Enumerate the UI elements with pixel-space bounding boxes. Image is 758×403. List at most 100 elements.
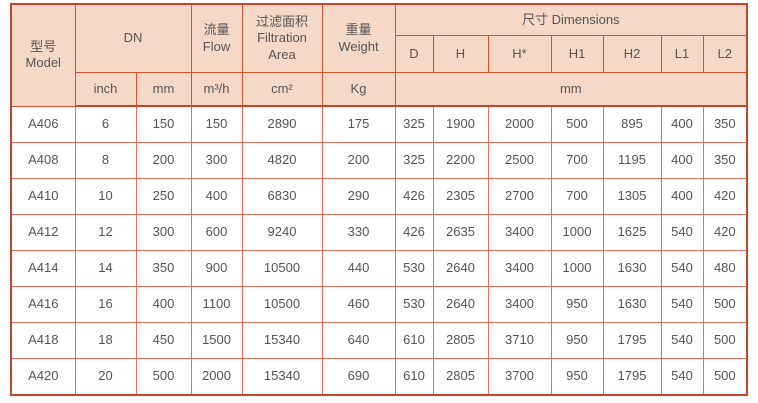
cell-dim: 2640 <box>432 286 489 323</box>
cell-dim: 420 <box>702 214 749 251</box>
cell-dim: 2305 <box>432 178 489 215</box>
cell-inch: 6 <box>74 105 137 143</box>
cell-weight: 330 <box>321 214 396 251</box>
cell-dim: 540 <box>660 286 704 323</box>
cell-dim: 400 <box>660 105 704 143</box>
cell-weight: 290 <box>321 178 396 215</box>
cell-dim: 1000 <box>550 250 604 287</box>
spec-table: 型号 Model DN 流量 Flow 过滤面积 Filtration Area… <box>10 3 749 396</box>
header-flow-zh: 流量 <box>203 22 230 38</box>
cell-weight: 440 <box>321 250 396 287</box>
cell-dim: 3700 <box>487 358 552 396</box>
header-filtration-area: 过滤面积 Filtration Area <box>241 3 323 73</box>
table-row: A416 16 400 1100 10500 460 530 2640 3400 950 1630 5… <box>10 286 749 323</box>
header-row-1: 型号 Model DN 流量 Flow 过滤面积 Filtration Area… <box>10 3 748 107</box>
cell-flow: 1500 <box>190 322 243 359</box>
cell-model: A412 <box>10 214 76 251</box>
cell-dim: 2700 <box>487 178 552 215</box>
cell-inch: 8 <box>74 142 137 179</box>
header-dimensions-zh: 尺寸 <box>522 11 549 27</box>
table-row: A418 18 450 1500 15340 640 610 2805 3710 950 1795 5… <box>10 322 749 359</box>
cell-dim: 3400 <box>487 250 552 287</box>
cell-dim: 500 <box>550 105 604 143</box>
header-dn: DN <box>74 3 192 73</box>
cell-area: 15340 <box>241 358 323 396</box>
cell-dim: 530 <box>394 286 434 323</box>
cell-dim: 895 <box>602 105 662 143</box>
cell-dim: 540 <box>660 214 704 251</box>
cell-dim: 540 <box>660 322 704 359</box>
cell-dim: 700 <box>550 178 604 215</box>
header-row-2: D H H* H1 H2 L1 L2 <box>11 35 748 73</box>
cell-model: A408 <box>10 142 76 179</box>
cell-flow: 2000 <box>190 358 243 396</box>
cell-dim: 400 <box>660 142 704 179</box>
cell-model: A414 <box>10 250 76 287</box>
cell-weight: 640 <box>321 322 396 359</box>
cell-area: 2890 <box>241 105 323 143</box>
cell-weight: 460 <box>321 286 396 323</box>
cell-model: A406 <box>10 105 76 143</box>
cell-inch: 12 <box>74 214 137 251</box>
header-unit-dimensions: mm <box>394 72 748 107</box>
cell-area: 6830 <box>241 178 323 215</box>
cell-model: A418 <box>10 322 76 359</box>
header-row-units: inch mm m³/h cm² Kg mm <box>11 72 748 107</box>
cell-dim: 1195 <box>602 142 662 179</box>
cell-inch: 18 <box>74 322 137 359</box>
cell-dim: 2805 <box>432 358 489 396</box>
header-dim-hstar: H* <box>487 35 552 73</box>
cell-area: 15340 <box>241 322 323 359</box>
cell-dim: 2200 <box>432 142 489 179</box>
cell-flow: 150 <box>190 105 243 143</box>
table-row: A406 6 150 150 2890 175 325 1900 2000 500 895 400 35… <box>10 105 749 143</box>
table-row: A408 8 200 300 4820 200 325 2200 2500 700 1195 400 3… <box>10 142 749 179</box>
header-dim-h2: H2 <box>602 35 662 73</box>
header-filtration-zh: 过滤面积 <box>255 14 308 30</box>
header-unit-weight: Kg <box>321 72 396 107</box>
cell-dim: 610 <box>394 358 434 396</box>
cell-dim: 500 <box>702 286 749 323</box>
cell-dim: 350 <box>702 105 749 143</box>
header-dimensions-en: Dimensions <box>551 11 620 27</box>
header-flow-en: Flow <box>202 38 231 54</box>
cell-flow: 900 <box>190 250 243 287</box>
cell-model: A416 <box>10 286 76 323</box>
table-row: A410 10 250 400 6830 290 426 2305 2700 700 1305 400… <box>10 178 749 215</box>
header-weight: 重量 Weight <box>321 3 396 73</box>
cell-inch: 14 <box>74 250 137 287</box>
spec-table-body: A406 6 150 150 2890 175 325 1900 2000 500 895 400 35… <box>10 105 749 396</box>
cell-dim: 1305 <box>602 178 662 215</box>
cell-weight: 200 <box>321 142 396 179</box>
table-header: 型号 Model DN 流量 Flow 过滤面积 Filtration Area… <box>10 3 748 107</box>
cell-dim: 530 <box>394 250 434 287</box>
cell-dim: 1795 <box>602 358 662 396</box>
cell-dim: 1630 <box>602 250 662 287</box>
cell-dim: 325 <box>394 105 434 143</box>
header-dn-label: DN <box>123 30 143 46</box>
header-model: 型号 Model <box>10 3 76 107</box>
cell-dim: 400 <box>660 178 704 215</box>
cell-weight: 690 <box>321 358 396 396</box>
cell-dim: 950 <box>550 286 604 323</box>
cell-dim: 1795 <box>602 322 662 359</box>
cell-dim: 480 <box>702 250 749 287</box>
cell-dim: 1000 <box>550 214 604 251</box>
cell-mm: 500 <box>135 358 192 396</box>
cell-mm: 400 <box>135 286 192 323</box>
cell-area: 4820 <box>241 142 323 179</box>
cell-mm: 250 <box>135 178 192 215</box>
cell-inch: 10 <box>74 178 137 215</box>
table-row: A414 14 350 900 10500 440 530 2640 3400 1000 1630 5… <box>10 250 749 287</box>
cell-dim: 3400 <box>487 214 552 251</box>
cell-flow: 400 <box>190 178 243 215</box>
header-filtration-en2: Area <box>268 46 296 62</box>
header-filtration-en1: Filtration <box>257 30 307 46</box>
cell-inch: 20 <box>74 358 137 396</box>
cell-flow: 300 <box>190 142 243 179</box>
header-model-zh: 型号 <box>30 39 57 54</box>
cell-model: A410 <box>10 178 76 215</box>
cell-dim: 610 <box>394 322 434 359</box>
cell-dim: 3710 <box>487 322 552 359</box>
